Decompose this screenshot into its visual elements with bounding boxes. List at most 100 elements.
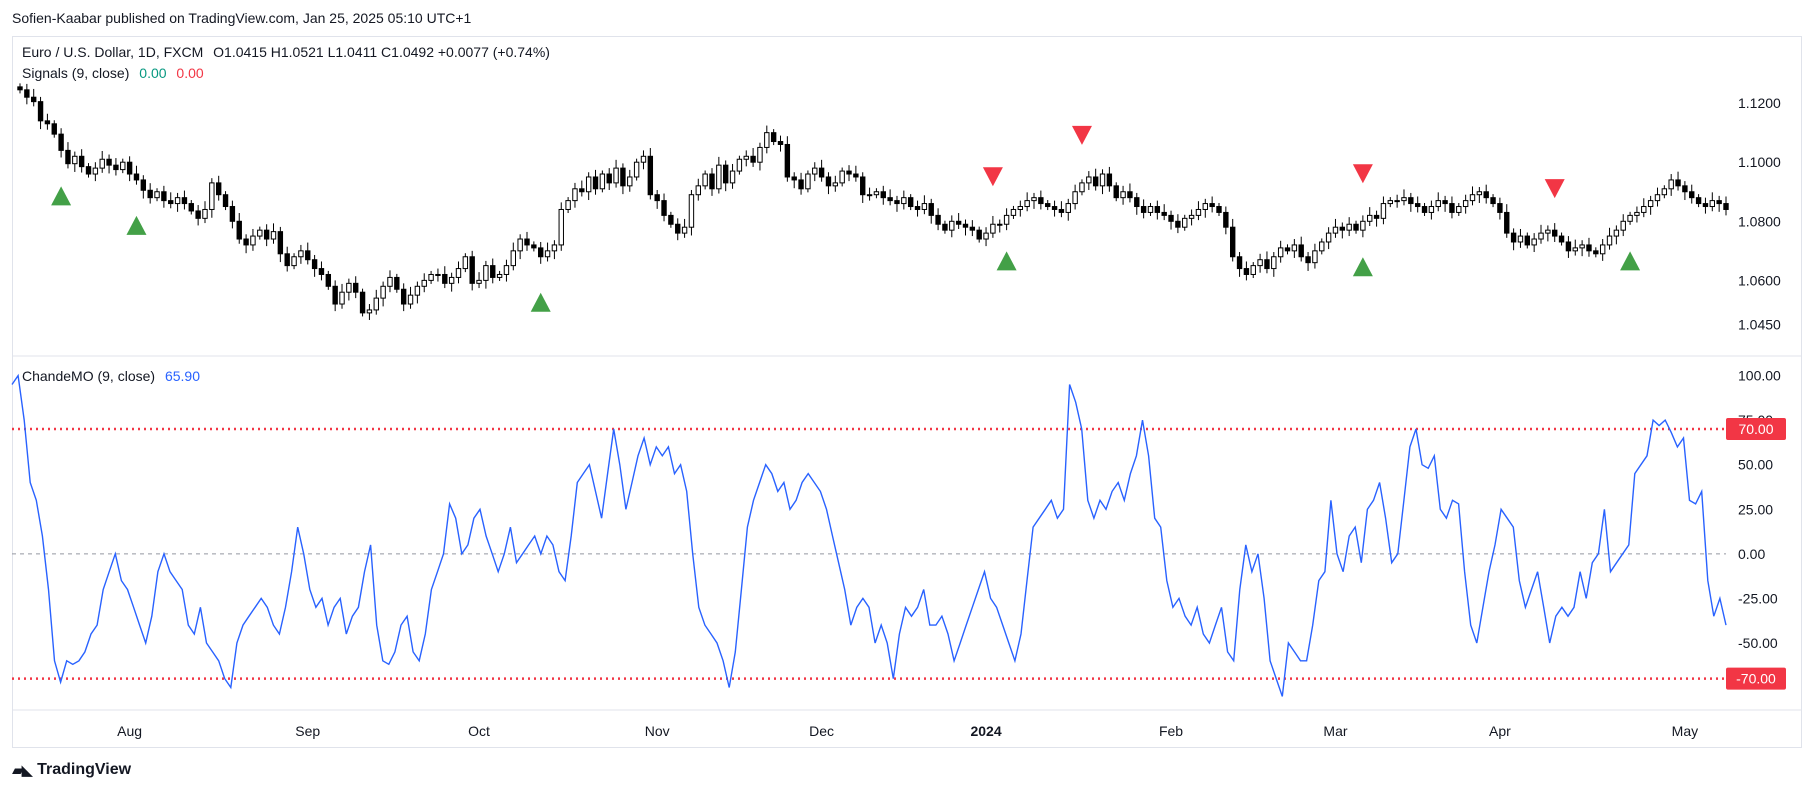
candle-down	[750, 155, 756, 163]
candle-up	[517, 238, 523, 252]
candle-up	[1017, 206, 1024, 210]
candle-down	[1168, 214, 1174, 222]
candle-up	[613, 167, 619, 184]
candle-down	[1127, 191, 1133, 199]
candle-down	[1408, 197, 1414, 205]
candle-down	[133, 173, 140, 181]
candle-down	[860, 176, 866, 196]
candle-down	[284, 253, 290, 267]
candle-down	[1689, 191, 1695, 199]
candle-up	[72, 155, 78, 165]
candle-up	[298, 250, 304, 258]
candle-up	[1010, 208, 1017, 216]
candle-down	[263, 229, 270, 240]
candle-up	[1312, 250, 1318, 264]
candle-up	[483, 265, 489, 281]
candle-down	[394, 276, 400, 290]
signals-name: Signals (9, close)	[22, 65, 130, 81]
candle-down	[469, 256, 475, 284]
candle-down	[777, 141, 784, 145]
chart-frame[interactable]	[12, 36, 1802, 748]
candle-down	[935, 214, 941, 225]
candle-down	[1442, 200, 1448, 205]
candle-up	[428, 273, 434, 281]
candle-up	[448, 276, 455, 284]
candle-down	[168, 200, 174, 205]
candle-down	[24, 89, 30, 98]
sell-signal-triangle	[1544, 179, 1565, 199]
candle-up	[1462, 200, 1469, 208]
candle-up	[1469, 194, 1476, 202]
candle-up	[291, 256, 297, 267]
candle-down	[113, 164, 119, 171]
candle-down	[1716, 200, 1722, 205]
candle-up	[1332, 226, 1339, 234]
price-axis-tick: 1.0600	[1738, 272, 1781, 288]
buy-signal-triangle	[530, 292, 551, 312]
tradingview-icon: ▰◣	[12, 762, 33, 779]
candle-down	[1449, 203, 1455, 213]
candle-up	[250, 235, 256, 246]
candle-down	[770, 132, 777, 143]
candle-down	[58, 133, 64, 151]
candle-up	[1099, 173, 1106, 187]
candle-up	[1291, 244, 1298, 252]
candle-up	[812, 167, 818, 175]
candle-up	[1394, 200, 1400, 203]
candle-up	[1613, 229, 1620, 237]
candle-up	[1147, 206, 1154, 213]
candle-up	[558, 208, 564, 246]
candle-up	[1271, 256, 1277, 270]
time-axis-tick: Apr	[1489, 723, 1511, 739]
candle-up	[503, 265, 510, 275]
candle-up	[551, 244, 558, 252]
candle-up	[1380, 203, 1387, 219]
sell-signal-triangle	[1352, 164, 1373, 184]
ohlc-values: O1.0415 H1.0521 L1.0411 C1.0492 +0.0077 …	[213, 44, 550, 60]
candle-down	[1702, 203, 1709, 208]
candle-up	[1086, 176, 1092, 184]
buy-signal-triangle	[1352, 257, 1373, 277]
sell-signal-triangle	[1071, 125, 1092, 145]
candle-up	[1319, 241, 1325, 252]
candle-up	[414, 285, 421, 296]
candle-down	[955, 220, 962, 225]
candle-down	[1209, 203, 1215, 208]
candle-up	[695, 185, 701, 196]
candle-up	[1647, 200, 1654, 208]
candle-up	[764, 132, 770, 148]
candle-down	[1092, 176, 1099, 187]
candle-down	[1421, 206, 1428, 213]
candle-down	[579, 188, 585, 193]
candle-up	[729, 170, 736, 184]
candle-down	[1161, 211, 1167, 216]
candle-up	[1661, 188, 1668, 196]
buy-signal-triangle	[126, 215, 147, 235]
candle-up	[832, 182, 839, 187]
candle-down	[1483, 191, 1489, 199]
candle-down	[1264, 259, 1270, 270]
candle-up	[633, 161, 640, 178]
candle-up	[257, 229, 263, 237]
candle-down	[606, 173, 612, 184]
candle-down	[531, 244, 537, 249]
candle-up	[1641, 206, 1647, 213]
candle-down	[188, 203, 194, 212]
candle-up	[496, 273, 503, 278]
candle-down	[942, 223, 948, 231]
level-label: -70.00	[1736, 671, 1776, 687]
level-label: 70.00	[1738, 421, 1773, 437]
candle-down	[51, 123, 57, 135]
candle-up	[455, 268, 462, 278]
signals-legend: Signals (9, close) 0.00 0.00	[22, 65, 204, 81]
candle-down	[1045, 203, 1051, 208]
price-axis-tick: 1.0800	[1738, 213, 1781, 229]
oscillator-axis-tick: -25.00	[1738, 590, 1778, 606]
buy-signal-triangle	[51, 186, 72, 206]
candle-down	[1490, 197, 1496, 205]
candle-down	[592, 176, 599, 190]
buy-signal-triangle	[1620, 251, 1641, 271]
candle-up	[565, 200, 571, 210]
signals-value-1: 0.00	[139, 65, 167, 81]
